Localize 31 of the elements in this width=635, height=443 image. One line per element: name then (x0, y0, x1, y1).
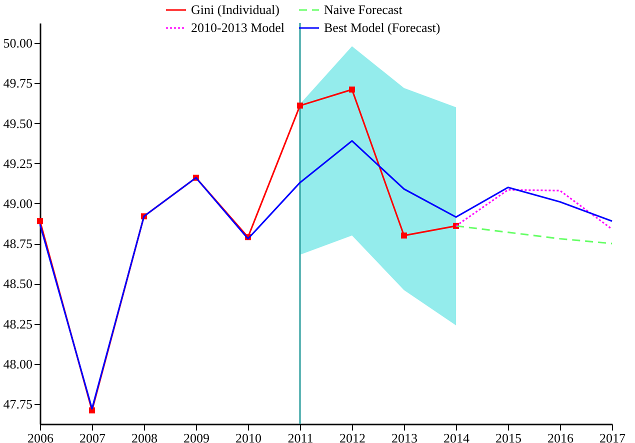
x-tick-label: 2014 (444, 430, 470, 443)
y-tick-label: 48.50 (3, 276, 32, 292)
x-tick-label: 2010 (236, 430, 262, 443)
y-tick-label: 49.50 (3, 116, 32, 131)
y-tick-label: 48.75 (3, 236, 32, 252)
point (37, 218, 43, 224)
x-tick-label: 2013 (392, 430, 418, 443)
y-tick-label: 49.75 (3, 76, 32, 91)
x-tick-label: 2008 (132, 430, 158, 443)
point (401, 232, 407, 239)
x-tick-label: 2015 (496, 430, 522, 443)
x-tick-label: 2017 (600, 430, 626, 443)
x-tick-label: 2011 (288, 430, 314, 443)
x-tick-label: 2009 (184, 430, 210, 443)
x-tick-label: 2006 (28, 430, 54, 443)
x-tick-label: 2012 (340, 430, 366, 443)
legend-label: Gini (Individual) (191, 2, 280, 17)
legend-label: Best Model (Forecast) (324, 20, 440, 35)
x-tick-label: 2016 (548, 430, 574, 443)
y-tick-label: 50.00 (3, 36, 32, 51)
y-tick-label: 48.25 (3, 316, 32, 332)
y-tick-label: 47.75 (3, 396, 32, 412)
point (349, 86, 355, 93)
point (89, 407, 95, 414)
legend-label: Naive Forecast (324, 2, 403, 17)
x-tick-label: 2007 (80, 430, 106, 443)
y-tick-label: 49.00 (3, 196, 32, 211)
y-tick-label: 48.00 (3, 356, 32, 372)
point (297, 102, 303, 109)
legend-label: 2010-2013 Model (191, 20, 285, 35)
y-tick-label: 49.25 (3, 156, 32, 171)
